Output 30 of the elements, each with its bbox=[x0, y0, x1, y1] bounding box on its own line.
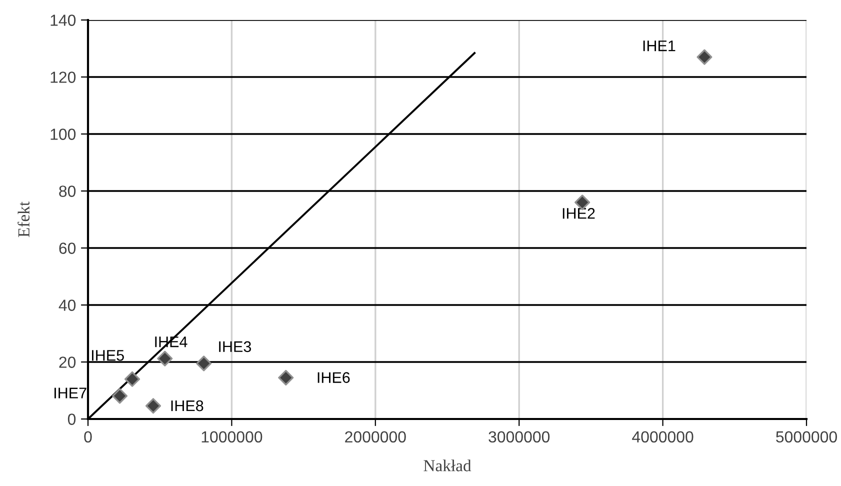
point bbox=[124, 371, 140, 387]
annotation: IHE2 bbox=[562, 208, 595, 219]
annotation: IHE7 bbox=[54, 388, 86, 398]
y-tick-label: 80 bbox=[59, 186, 76, 197]
y-tick-label: 120 bbox=[50, 72, 76, 83]
annotation: IHE5 bbox=[92, 350, 124, 361]
y-tick-label: 0 bbox=[68, 414, 76, 425]
annotation: IHE8 bbox=[171, 400, 204, 412]
annotation: IHE6 bbox=[318, 372, 350, 383]
point bbox=[157, 350, 173, 366]
y-tick-label: 40 bbox=[58, 300, 76, 311]
y-tick-label: 100 bbox=[50, 128, 76, 140]
x-tick-label: 1000000 bbox=[202, 431, 262, 443]
x-tick-label: 5000000 bbox=[776, 431, 837, 443]
annotation: IHE3 bbox=[219, 341, 252, 352]
y-tick-label: 20 bbox=[59, 356, 76, 368]
y-axis-title: Efekt bbox=[18, 202, 30, 238]
x-tick-label: 2000000 bbox=[345, 431, 406, 443]
point bbox=[112, 388, 128, 404]
x-tick-label: 0 bbox=[84, 431, 92, 443]
point bbox=[278, 370, 294, 386]
y-tick-label: 140 bbox=[50, 14, 76, 26]
x-tick-label: 4000000 bbox=[632, 431, 694, 443]
x-axis-title: Nakład bbox=[424, 460, 472, 472]
point bbox=[145, 398, 162, 414]
x-tick-label: 3000000 bbox=[488, 431, 550, 443]
point bbox=[696, 49, 712, 65]
point bbox=[196, 356, 212, 372]
y-tick-label: 60 bbox=[59, 242, 76, 254]
annotation: IHE1 bbox=[643, 40, 676, 52]
